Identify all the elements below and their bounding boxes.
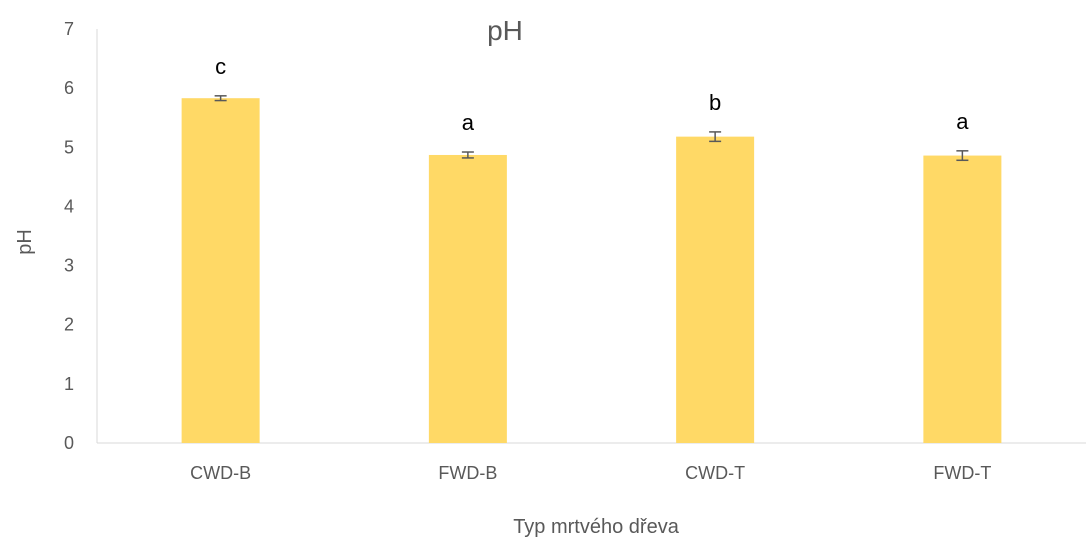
y-tick-label: 0 (64, 433, 74, 453)
significance-label: c (215, 54, 226, 79)
bar (181, 98, 260, 443)
plot-area: 0 1 2 3 4 5 6 7 CWD-B c FWD-B a CWD-T b FWD-T a (64, 19, 1086, 483)
x-axis-title: Typ mrtvého dřeva (513, 516, 680, 538)
y-axis-title: pH (14, 229, 36, 255)
significance-label: a (462, 110, 475, 135)
significance-label: a (956, 109, 969, 134)
y-tick-label: 4 (64, 196, 74, 216)
y-tick-label: 3 (64, 256, 74, 276)
y-tick-label: 7 (64, 19, 74, 39)
chart-title: pH (487, 15, 523, 46)
x-tick-label: FWD-T (933, 463, 991, 483)
significance-label: b (709, 90, 721, 115)
bar (676, 136, 755, 443)
x-tick-label: CWD-T (685, 463, 745, 483)
y-tick-label: 2 (64, 315, 74, 335)
y-tick-label: 5 (64, 137, 74, 157)
bar (923, 155, 1002, 443)
y-tick-label: 1 (64, 374, 74, 394)
y-tick-label: 6 (64, 78, 74, 98)
bar (428, 154, 507, 443)
x-tick-label: CWD-B (190, 463, 251, 483)
x-tick-label: FWD-B (438, 463, 497, 483)
